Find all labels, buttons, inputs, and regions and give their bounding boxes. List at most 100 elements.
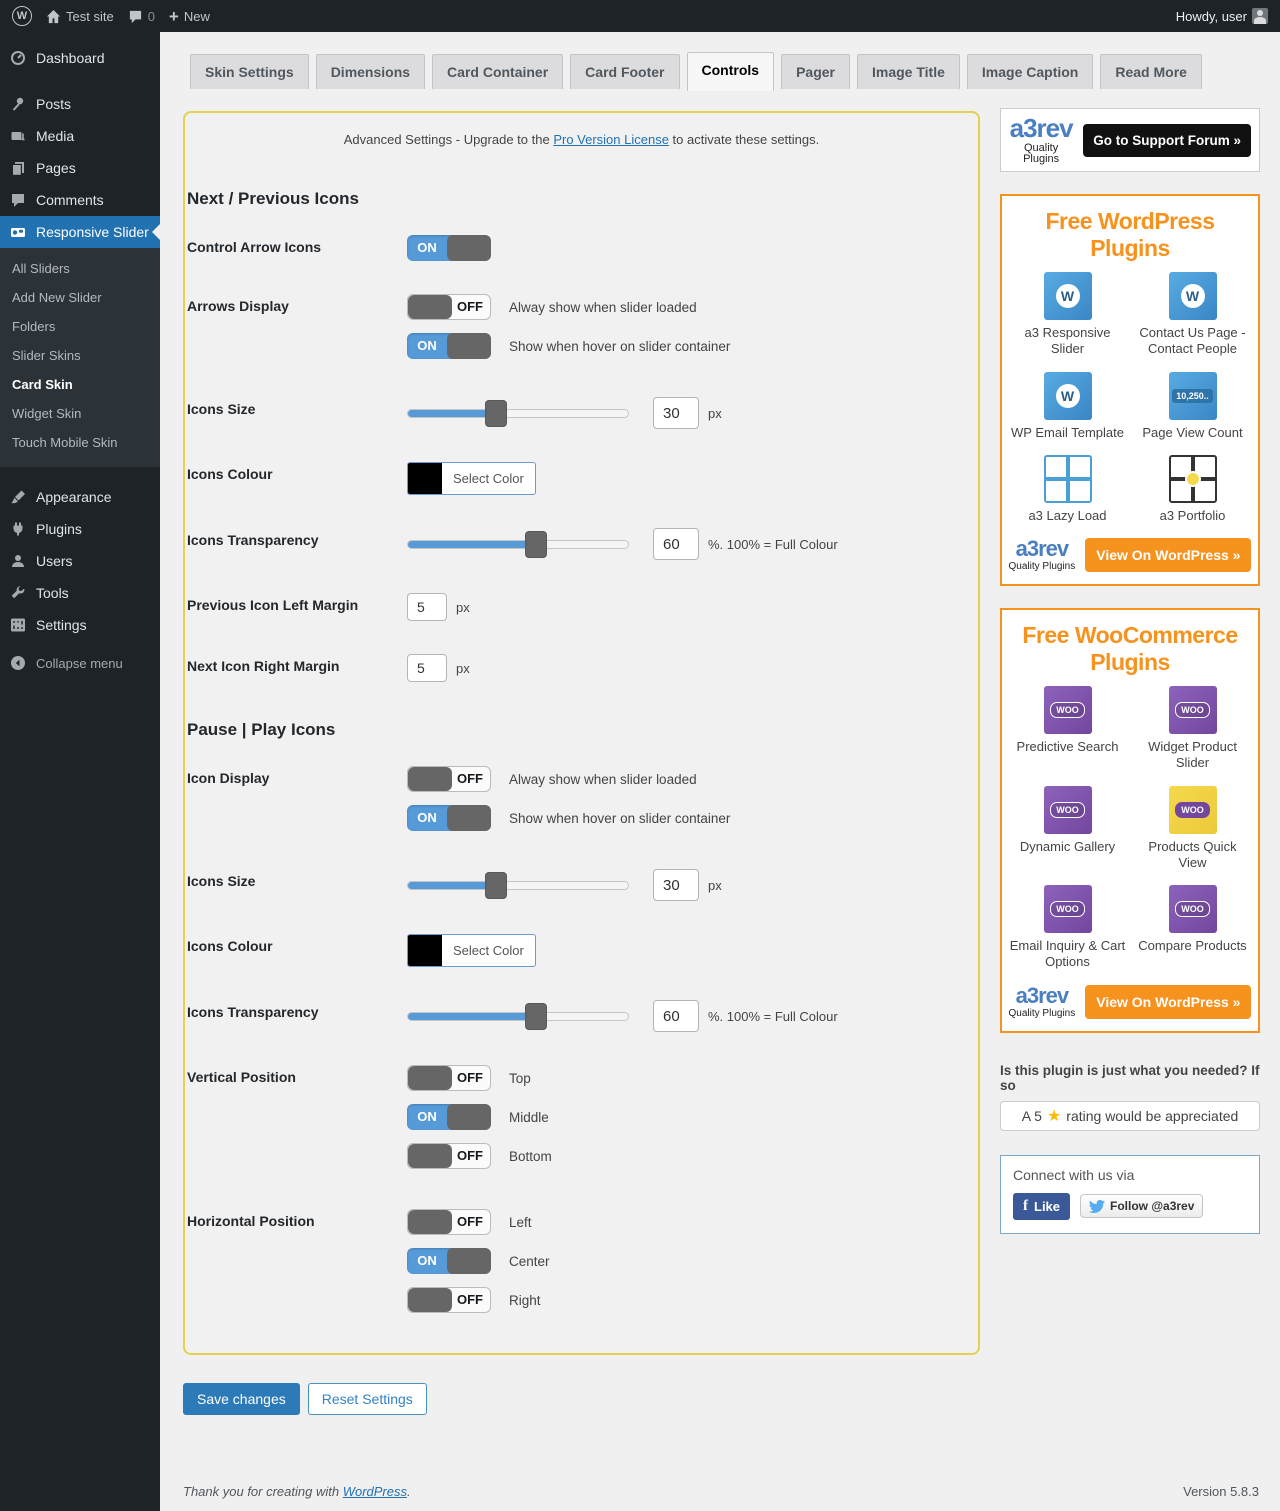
a3-lazy-load-icon	[1043, 454, 1092, 503]
tab-dimensions[interactable]: Dimensions	[315, 54, 426, 89]
horizontal-right-toggle[interactable]: OFF	[407, 1287, 491, 1313]
sidebar-item-dashboard[interactable]: Dashboard	[0, 42, 160, 74]
tab-image-caption[interactable]: Image Caption	[966, 54, 1094, 89]
wordpress-logo-icon[interactable]: W	[12, 6, 32, 26]
icons-transparency-slider[interactable]	[407, 530, 629, 558]
submenu-item-all-sliders[interactable]: All Sliders	[12, 261, 70, 276]
tab-controls[interactable]: Controls	[686, 52, 775, 91]
vertical-top-toggle[interactable]: OFF	[407, 1065, 491, 1091]
plugin-products-quick-view[interactable]: WOO Products Quick View	[1133, 785, 1252, 872]
sidebar-item-plugins[interactable]: Plugins	[0, 513, 160, 545]
howdy-account-link[interactable]: Howdy, user	[1176, 8, 1268, 24]
pro-version-license-link[interactable]: Pro Version License	[553, 132, 669, 147]
twitter-follow-button[interactable]: Follow @a3rev	[1080, 1194, 1204, 1218]
wp-box-title: Free WordPress Plugins	[1045, 208, 1215, 261]
sidebar-item-pages[interactable]: Pages	[0, 152, 160, 184]
tab-image-title[interactable]: Image Title	[857, 54, 960, 89]
previous-icon-left-margin-input[interactable]: 5	[407, 593, 447, 621]
submenu-item-add-new-slider[interactable]: Add New Slider	[12, 290, 102, 305]
save-changes-button[interactable]: Save changes	[183, 1383, 300, 1415]
submenu-item-touch-mobile-skin[interactable]: Touch Mobile Skin	[12, 435, 118, 450]
plugin-compare-products[interactable]: WOO Compare Products	[1133, 885, 1252, 971]
sidebar-item-appearance[interactable]: Appearance	[0, 481, 160, 513]
wp-email-template-icon: W	[1043, 371, 1092, 420]
submenu-item-card-skin[interactable]: Card Skin	[12, 377, 73, 392]
admin-footer: Thank you for creating with WordPress. V…	[183, 1484, 1259, 1499]
arrows-display-always-toggle[interactable]: OFF	[407, 294, 491, 320]
user-avatar	[1252, 8, 1268, 24]
plugin-a3-lazy-load[interactable]: a3 Lazy Load	[1008, 454, 1127, 524]
icon-display-hover-toggle[interactable]: ON	[407, 805, 491, 831]
submenu-item-slider-skins[interactable]: Slider Skins	[12, 348, 81, 363]
select-color-button[interactable]: Select Color	[453, 471, 524, 486]
vertical-middle-toggle[interactable]: ON	[407, 1104, 491, 1130]
submenu-item-folders[interactable]: Folders	[12, 319, 56, 334]
arrows-display-row: Arrows Display OFF Alway show when slide…	[187, 294, 976, 359]
plugin-a3-portfolio[interactable]: a3 Portfolio	[1133, 454, 1252, 524]
facebook-f-icon: f	[1023, 1197, 1028, 1214]
five-star-rating-button[interactable]: A 5 ★ rating would be appreciated	[1000, 1100, 1260, 1131]
reset-settings-button[interactable]: Reset Settings	[307, 1383, 427, 1415]
tab-card-container[interactable]: Card Container	[432, 54, 564, 89]
plugin-widget-product-slider[interactable]: WOO Widget Product Slider	[1133, 686, 1252, 772]
icon-display-always-toggle[interactable]: OFF	[407, 766, 491, 792]
vertical-bottom-text: Bottom	[509, 1148, 552, 1164]
icons-transparency-input[interactable]: 60	[653, 528, 699, 560]
plugin-page-view-count[interactable]: 10,250.. Page View Count	[1133, 371, 1252, 441]
sidebar-item-users[interactable]: Users	[0, 545, 160, 577]
sidebar-item-tools[interactable]: Tools	[0, 577, 160, 609]
view-on-wordpress-button[interactable]: View On WordPress »	[1085, 984, 1252, 1019]
slider-handle[interactable]	[524, 530, 547, 558]
tab-card-footer[interactable]: Card Footer	[570, 54, 680, 89]
tab-read-more[interactable]: Read More	[1100, 54, 1202, 89]
plugin-email-inquiry-cart-options[interactable]: WOO Email Inquiry & Cart Options	[1008, 885, 1127, 971]
comment-icon	[129, 10, 141, 23]
settings-sliders-icon	[11, 618, 25, 632]
sidebar-item-settings[interactable]: Settings	[0, 609, 160, 641]
plugin-wp-email-template[interactable]: W WP Email Template	[1008, 371, 1127, 441]
slider-handle[interactable]	[524, 1002, 547, 1030]
comments-link[interactable]: 0	[128, 9, 155, 24]
wrench-icon	[11, 586, 25, 599]
submenu-item-widget-skin[interactable]: Widget Skin	[12, 406, 82, 421]
horizontal-center-toggle[interactable]: ON	[407, 1248, 491, 1274]
select-color-button[interactable]: Select Color	[453, 943, 524, 958]
pp-icons-transparency-input[interactable]: 60	[653, 1000, 699, 1032]
sidebar-item-collapse-menu[interactable]: Collapse menu	[0, 647, 160, 679]
next-icon-right-margin-input[interactable]: 5	[407, 654, 447, 682]
plugin-predictive-search[interactable]: WOO Predictive Search	[1008, 686, 1127, 772]
plugin-contact-us-page[interactable]: W Contact Us Page - Contact People	[1133, 272, 1252, 358]
facebook-like-button[interactable]: f Like	[1013, 1192, 1071, 1220]
wordpress-link[interactable]: WordPress	[342, 1484, 407, 1499]
sidebar-item-comments[interactable]: Comments	[0, 184, 160, 216]
sidebar-item-posts[interactable]: Posts	[0, 88, 160, 120]
vertical-bottom-toggle[interactable]: OFF	[407, 1143, 491, 1169]
go-to-support-forum-button[interactable]: Go to Support Forum »	[1083, 123, 1251, 157]
footer-version: Version 5.8.3	[1183, 1484, 1259, 1499]
new-content-button[interactable]: + New	[169, 8, 210, 25]
horizontal-left-toggle[interactable]: OFF	[407, 1209, 491, 1235]
collapse-arrow-icon	[11, 656, 25, 670]
site-name-link[interactable]: Test site	[46, 9, 114, 24]
user-icon	[12, 555, 24, 567]
tab-skin-settings[interactable]: Skin Settings	[190, 54, 309, 89]
tab-pager[interactable]: Pager	[781, 54, 850, 89]
pp-icons-size-input[interactable]: 30	[653, 869, 699, 901]
plugin-dynamic-gallery[interactable]: WOO Dynamic Gallery	[1008, 785, 1127, 872]
control-arrow-icons-toggle[interactable]: ON	[407, 235, 491, 261]
pp-icons-colour-picker[interactable]: Select Color	[407, 934, 536, 967]
slider-handle[interactable]	[485, 399, 507, 427]
icons-colour-picker[interactable]: Select Color	[407, 462, 536, 495]
sidebar-item-media[interactable]: Media	[0, 120, 160, 152]
pp-icons-size-slider[interactable]	[407, 871, 629, 899]
arrows-display-hover-toggle[interactable]: ON	[407, 333, 491, 359]
view-on-wordpress-button[interactable]: View On WordPress »	[1085, 538, 1252, 572]
sidebar-item-responsive-slider[interactable]: Responsive Slider	[0, 216, 160, 248]
plugin-a3-responsive-slider[interactable]: W a3 Responsive Slider	[1008, 272, 1127, 358]
slider-handle[interactable]	[485, 871, 507, 899]
icons-size-input[interactable]: 30	[653, 397, 699, 429]
icons-transparency-unit: %. 100% = Full Colour	[708, 536, 838, 552]
pp-icons-transparency-slider[interactable]	[407, 1002, 629, 1030]
icons-size-slider[interactable]	[407, 399, 629, 427]
plugin-icon	[13, 522, 23, 536]
